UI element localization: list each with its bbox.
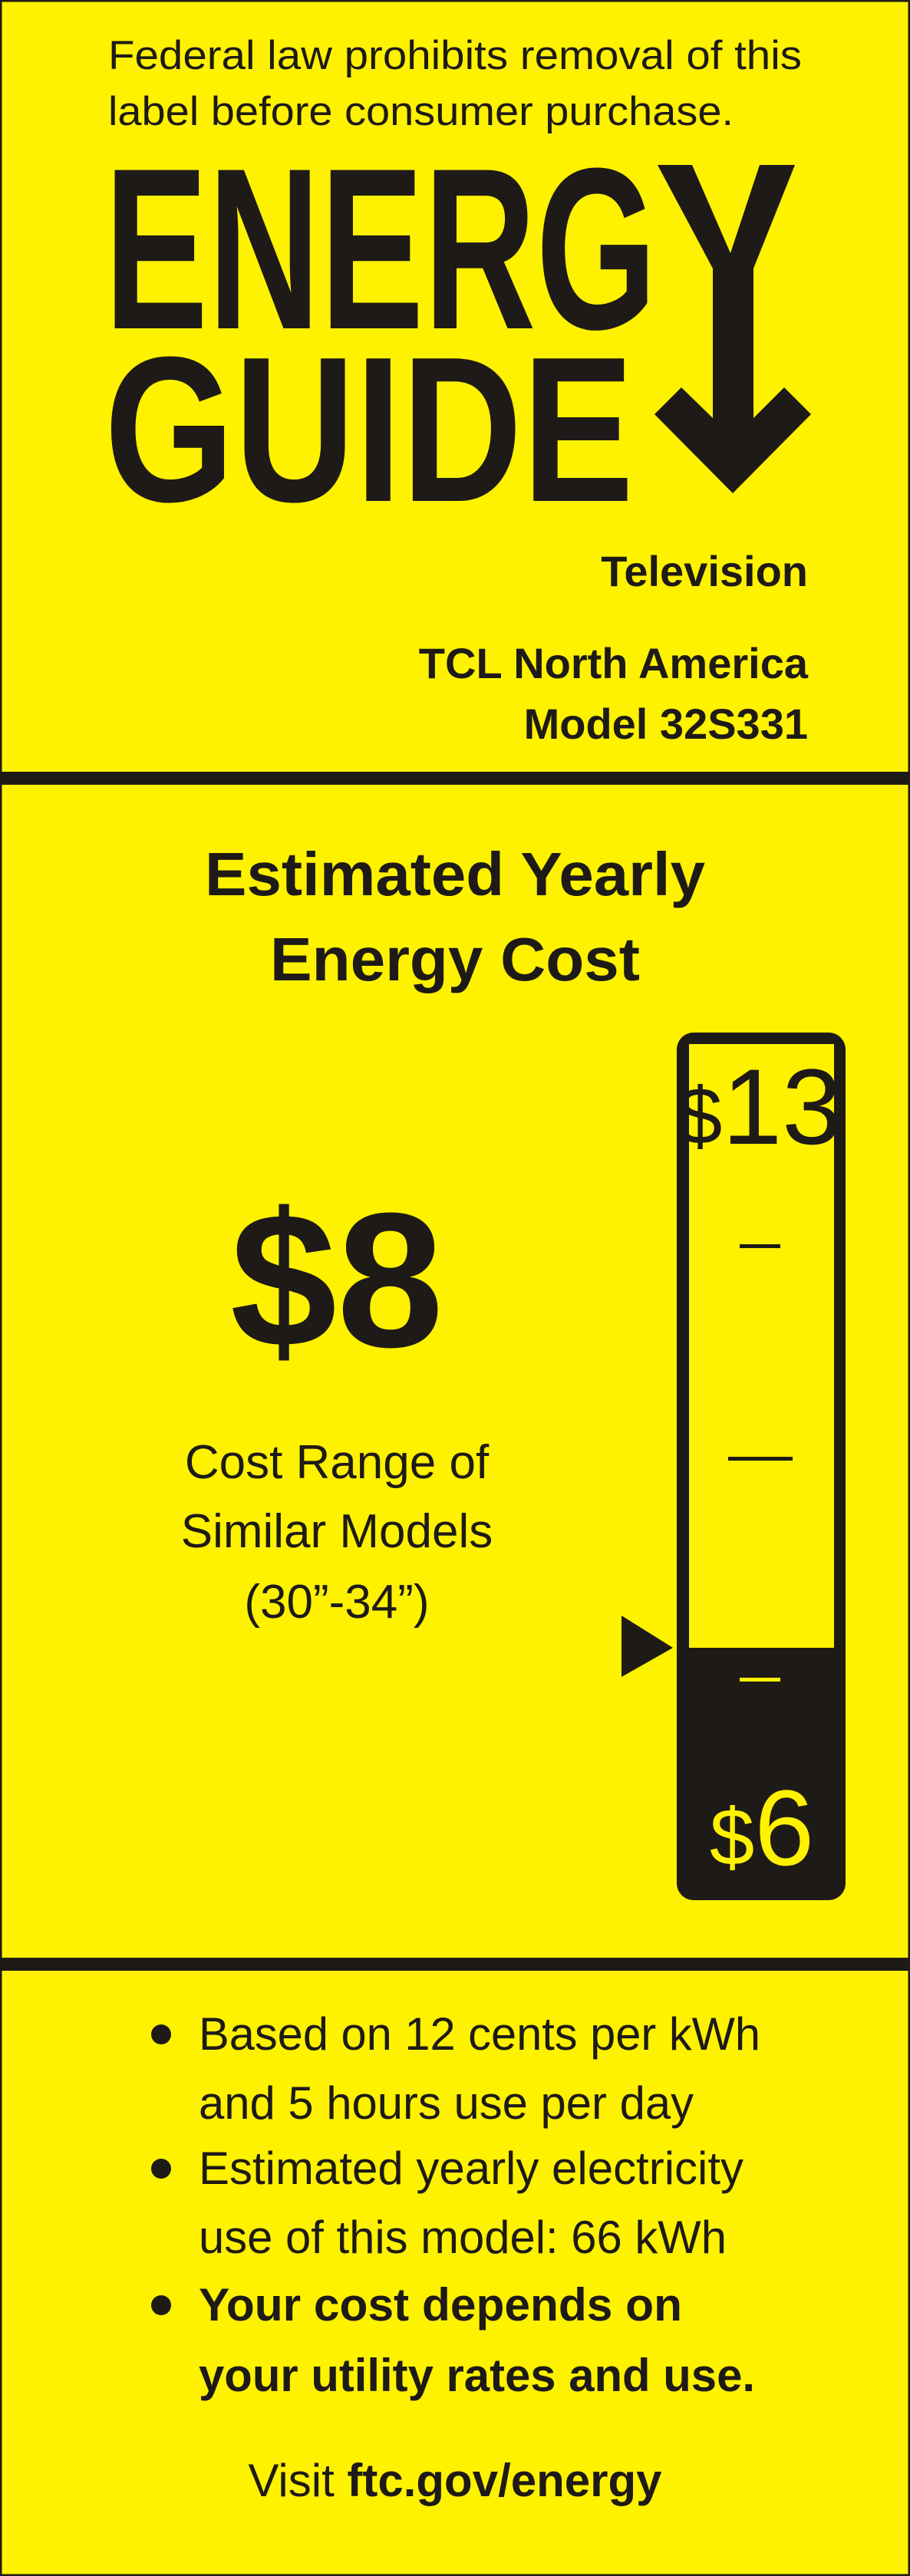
- scale-unfilled-area: [689, 1044, 834, 1648]
- cost-heading-line1: Estimated Yearly: [205, 840, 706, 908]
- logo-energy-text: ENERG: [104, 120, 657, 377]
- scale-tick: [740, 1244, 780, 1248]
- visit-label: Visit: [248, 2455, 335, 2506]
- cost-range-line3: (30”-34”): [244, 1576, 429, 1629]
- note-1-line1: Based on 12 cents per kWh: [199, 2008, 760, 2060]
- removal-notice-line2: label before consumer purchase.: [108, 89, 734, 134]
- cost-heading-line2: Energy Cost: [270, 925, 640, 993]
- logo-guide-text: GUIDE: [104, 315, 634, 545]
- bullet-icon: [151, 2024, 171, 2044]
- cost-range-scale: $13 $6: [622, 1033, 846, 1900]
- energy-guide-logo: ENERG GUIDE: [104, 120, 811, 545]
- scale-max-label: $13: [678, 1046, 842, 1167]
- model-number: Model 32S331: [524, 700, 808, 748]
- scale-tick: [740, 1678, 780, 1682]
- down-arrow-icon: [654, 165, 811, 493]
- note-3-line1: Your cost depends on: [199, 2279, 682, 2331]
- note-2-line1: Estimated yearly electricity: [199, 2143, 743, 2194]
- note-3-line2: your utility rates and use.: [199, 2350, 755, 2401]
- divider-bottom: [0, 1958, 910, 1971]
- note-2-line2: use of this model: 66 kWh: [199, 2212, 727, 2263]
- footer-visit: Visit ftc.gov/energy: [248, 2455, 662, 2506]
- yearly-cost-value: $8: [230, 1173, 443, 1387]
- removal-notice-line1: Federal law prohibits removal of this: [108, 33, 802, 78]
- ftc-link[interactable]: ftc.gov/energy: [347, 2455, 662, 2506]
- scale-min-label: $6: [710, 1767, 814, 1888]
- bullet-icon: [151, 2295, 171, 2315]
- cost-marker-arrow-icon: [622, 1616, 673, 1677]
- manufacturer: TCL North America: [419, 639, 809, 687]
- note-1-line2: and 5 hours use per day: [199, 2077, 694, 2129]
- divider-top: [0, 772, 910, 785]
- cost-range-line1: Cost Range of: [185, 1436, 490, 1489]
- bullet-icon: [151, 2159, 171, 2179]
- cost-range-line2: Similar Models: [181, 1505, 493, 1558]
- scale-tick-mid: [728, 1457, 793, 1461]
- product-category: Television: [601, 547, 808, 595]
- notes-list: Based on 12 cents per kWh and 5 hours us…: [151, 2008, 760, 2401]
